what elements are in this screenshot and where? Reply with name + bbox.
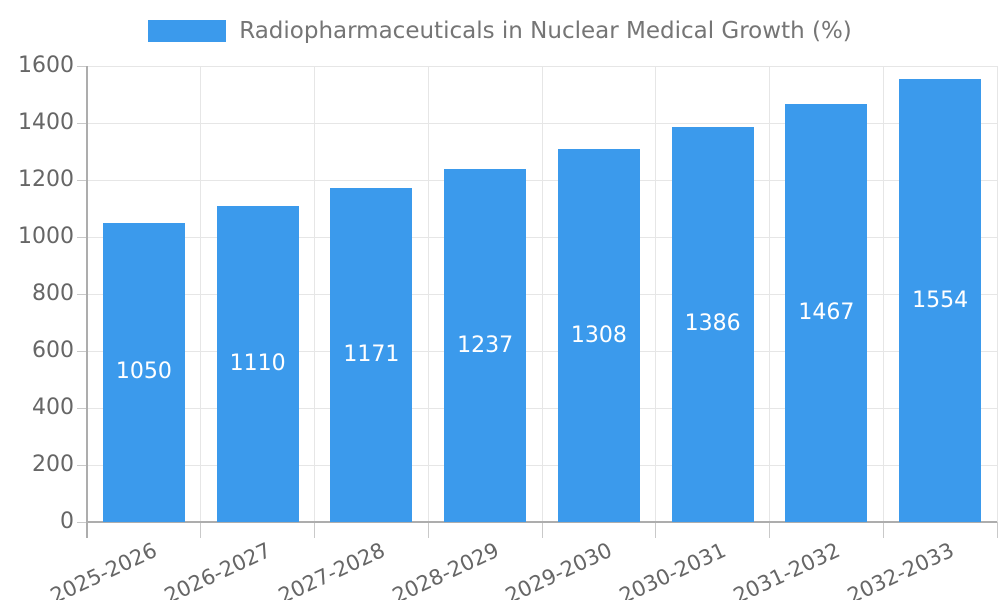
bar-value-label: 1171 <box>343 342 400 368</box>
y-tick-label: 0 <box>60 509 74 534</box>
x-axis-line <box>87 521 997 523</box>
x-tick-mark <box>882 522 884 538</box>
bar-value-label: 1110 <box>229 350 286 376</box>
bar-2027-2028[interactable]: 1171 <box>330 188 413 522</box>
y-tick-mark <box>77 350 87 352</box>
bar-2025-2026[interactable]: 1050 <box>102 222 185 522</box>
y-tick-label: 1400 <box>18 110 74 135</box>
bar-2026-2027[interactable]: 1110 <box>216 205 299 522</box>
x-gridline <box>427 66 429 522</box>
y-tick-label: 800 <box>32 281 74 306</box>
x-tick-label: 2032-2033 <box>843 538 958 600</box>
bar-2028-2029[interactable]: 1237 <box>444 169 527 522</box>
x-gridline <box>882 66 884 522</box>
y-tick-mark <box>77 407 87 409</box>
x-tick-label: 2028-2029 <box>388 538 503 600</box>
y-tick-label: 1600 <box>18 53 74 78</box>
x-tick-label: 2025-2026 <box>47 538 162 600</box>
x-tick-label: 2029-2030 <box>502 538 617 600</box>
y-tick-label: 600 <box>32 338 74 363</box>
y-tick-mark <box>77 521 87 523</box>
bar-value-label: 1467 <box>798 299 855 325</box>
bar-2032-2033[interactable]: 1554 <box>899 79 982 522</box>
y-tick-mark <box>77 179 87 181</box>
x-gridline <box>996 66 998 522</box>
y-tick-mark <box>77 464 87 466</box>
bar-value-label: 1308 <box>570 322 627 348</box>
y-tick-mark <box>77 236 87 238</box>
x-tick-label: 2031-2032 <box>729 538 844 600</box>
chart-legend-item[interactable]: Radiopharmaceuticals in Nuclear Medical … <box>0 18 1000 44</box>
x-gridline <box>314 66 315 522</box>
y-tick-label: 200 <box>32 452 74 477</box>
bar-value-label: 1386 <box>684 311 741 337</box>
x-gridline <box>769 66 770 522</box>
x-tick-label: 2030-2031 <box>615 538 730 600</box>
x-tick-label: 2026-2027 <box>160 538 275 600</box>
legend-label: Radiopharmaceuticals in Nuclear Medical … <box>239 18 852 44</box>
x-tick-label: 2027-2028 <box>274 538 389 600</box>
bar-2030-2031[interactable]: 1386 <box>671 126 754 522</box>
x-tick-mark <box>769 522 770 538</box>
bar-value-label: 1237 <box>457 332 514 358</box>
bar-2029-2030[interactable]: 1308 <box>557 149 640 522</box>
y-tick-mark <box>77 65 87 67</box>
x-tick-mark <box>427 522 429 538</box>
y-axis-line <box>86 66 88 538</box>
x-tick-mark <box>314 522 315 538</box>
x-tick-mark <box>541 522 543 538</box>
x-tick-mark <box>200 522 202 538</box>
y-tick-label: 1200 <box>18 167 74 192</box>
bar-value-label: 1050 <box>115 359 172 385</box>
x-tick-mark <box>655 522 657 538</box>
x-tick-mark <box>996 522 998 538</box>
y-tick-label: 1000 <box>18 224 74 249</box>
y-tick-mark <box>77 122 87 124</box>
x-gridline <box>655 66 657 522</box>
y-tick-label: 400 <box>32 395 74 420</box>
y-tick-mark <box>77 293 87 295</box>
x-gridline <box>200 66 202 522</box>
bar-2031-2032[interactable]: 1467 <box>785 103 868 522</box>
bar-value-label: 1554 <box>912 287 969 313</box>
legend-swatch <box>148 20 227 42</box>
x-gridline <box>541 66 543 522</box>
